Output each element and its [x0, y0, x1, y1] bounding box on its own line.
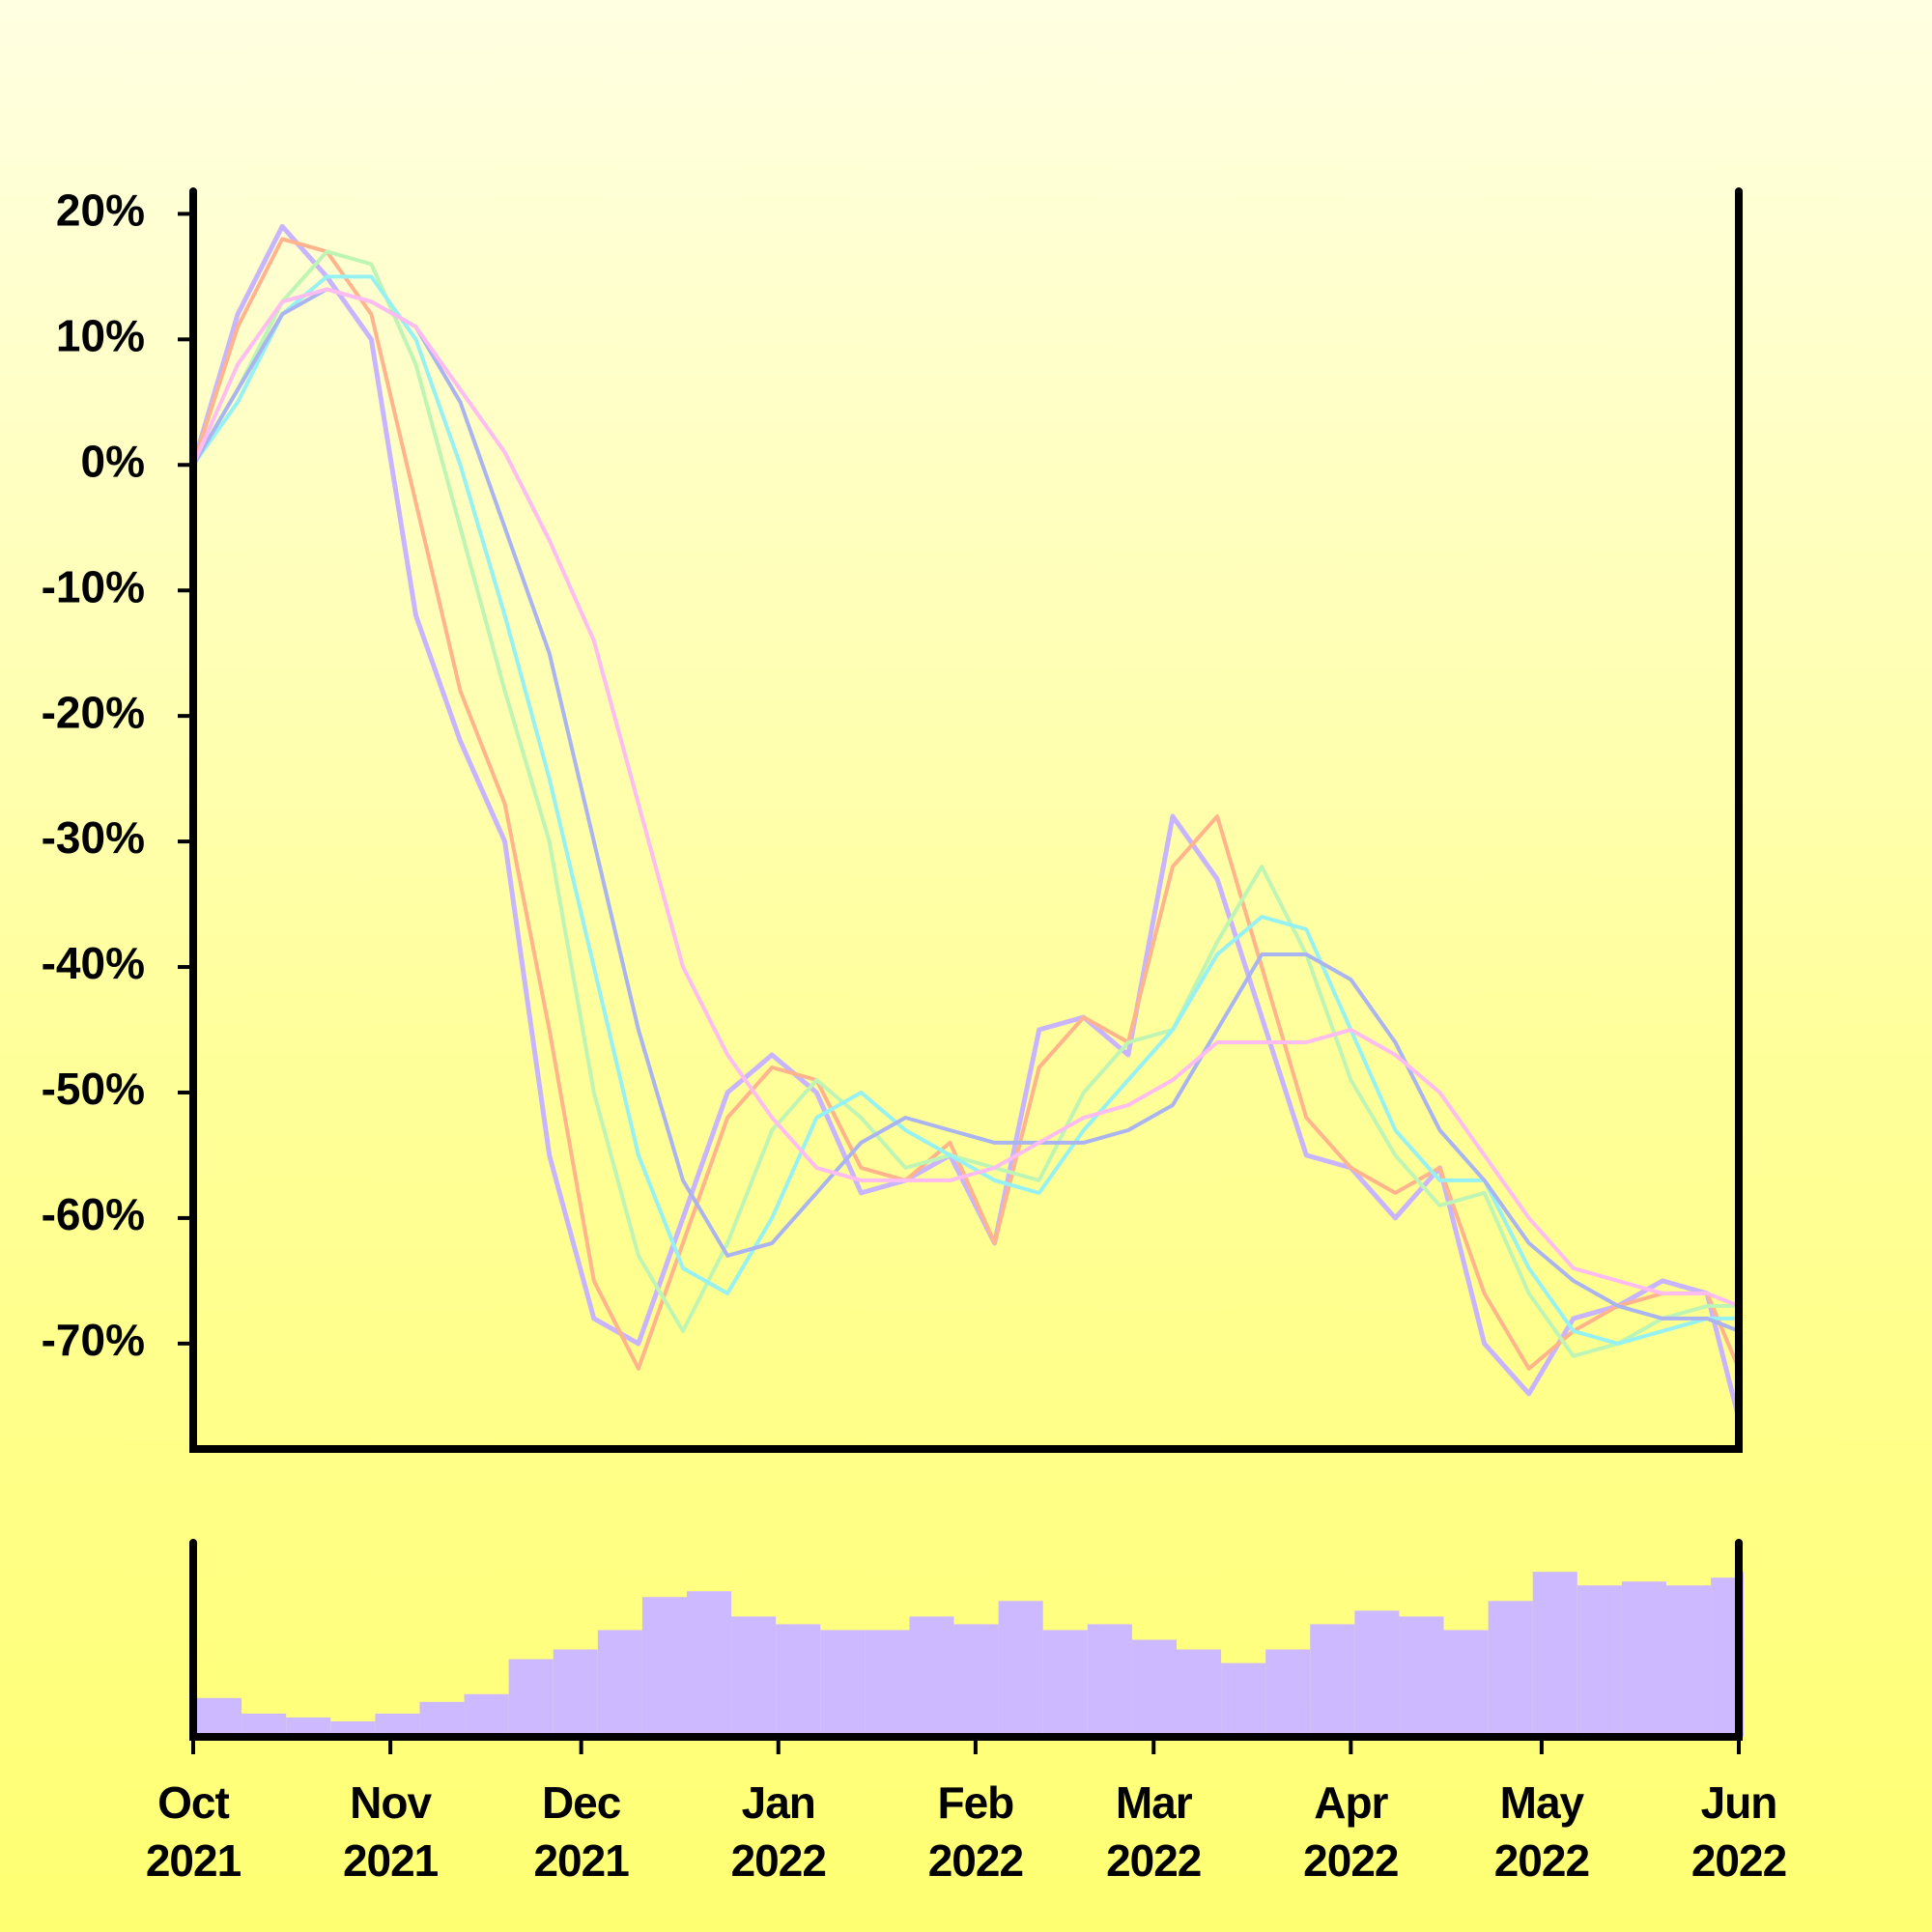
price-line [193, 223, 1739, 1420]
volume-frame [189, 1539, 1743, 1741]
y-tick-label: -60% [42, 1189, 145, 1239]
volume-bar [1743, 1572, 1744, 1737]
volume-bar [820, 1630, 866, 1737]
volume-bar [1443, 1630, 1489, 1737]
moving-average-line [193, 287, 1739, 1308]
volume-bar [1665, 1585, 1712, 1737]
volume-bar [1042, 1630, 1088, 1737]
x-tick-label: Apr 2022 [1303, 1777, 1399, 1886]
volume-bar [731, 1616, 777, 1737]
volume-bar [330, 1720, 376, 1737]
volume-bar [1577, 1585, 1622, 1737]
volume-bar [1399, 1616, 1444, 1737]
y-tick-label: -50% [42, 1064, 145, 1114]
volume-bar [776, 1624, 821, 1737]
volume-bar [419, 1701, 465, 1737]
y-tick-label: -70% [42, 1315, 145, 1365]
volume-bar [1265, 1649, 1311, 1737]
volume-bar [464, 1693, 509, 1737]
price-plot [193, 223, 1739, 1420]
axes [189, 187, 1743, 1741]
volume-bar [1087, 1624, 1132, 1737]
volume-bar [641, 1597, 687, 1737]
y-tick-label: 20% [56, 185, 145, 236]
volume-bar [953, 1624, 999, 1737]
x-tick-label: Jun 2022 [1690, 1777, 1787, 1886]
x-tick-label: Jan 2022 [730, 1777, 827, 1886]
volume-bar [508, 1659, 554, 1737]
volume-bar [1310, 1624, 1355, 1737]
moving-average-line [193, 237, 1739, 1371]
volume-bar [553, 1649, 598, 1737]
y-tick-label: 0% [81, 436, 145, 486]
volume-bar [1176, 1649, 1222, 1737]
x-tick-label: Dec 2021 [533, 1777, 629, 1886]
y-tick-label: -10% [42, 561, 145, 611]
volume-bar [1354, 1610, 1400, 1737]
volume-bar [1488, 1601, 1533, 1737]
y-tick-label: 10% [56, 310, 145, 360]
moving-average-line [193, 249, 1739, 1358]
x-tick-label: Oct 2021 [145, 1777, 242, 1886]
x-tick-label: Mar 2022 [1106, 1777, 1202, 1886]
volume-bar [686, 1591, 732, 1737]
volume-bar [1621, 1581, 1666, 1737]
volume-bar [998, 1601, 1043, 1737]
y-tick-label: -20% [42, 687, 145, 737]
volume-bar [1532, 1572, 1577, 1737]
volume-bar [286, 1717, 331, 1737]
x-tick-label: Nov 2021 [342, 1777, 439, 1886]
volume-bar [909, 1616, 954, 1737]
volume-bar [865, 1630, 910, 1737]
volume-plot [197, 1572, 1744, 1737]
volume-bar [375, 1713, 420, 1737]
volume-bar [242, 1713, 287, 1737]
volume-bar [197, 1697, 242, 1737]
moving-average-line [193, 287, 1739, 1333]
price-frame [189, 187, 1743, 1453]
volume-bar [1131, 1639, 1177, 1737]
y-tick-label: -40% [42, 938, 145, 988]
volume-bar [597, 1630, 642, 1737]
y-tick-label: -30% [42, 812, 145, 863]
x-tick-label: Feb 2022 [927, 1777, 1024, 1886]
volume-bar [1221, 1662, 1266, 1737]
moving-average-line [193, 274, 1739, 1346]
x-tick-label: May 2022 [1493, 1777, 1590, 1886]
